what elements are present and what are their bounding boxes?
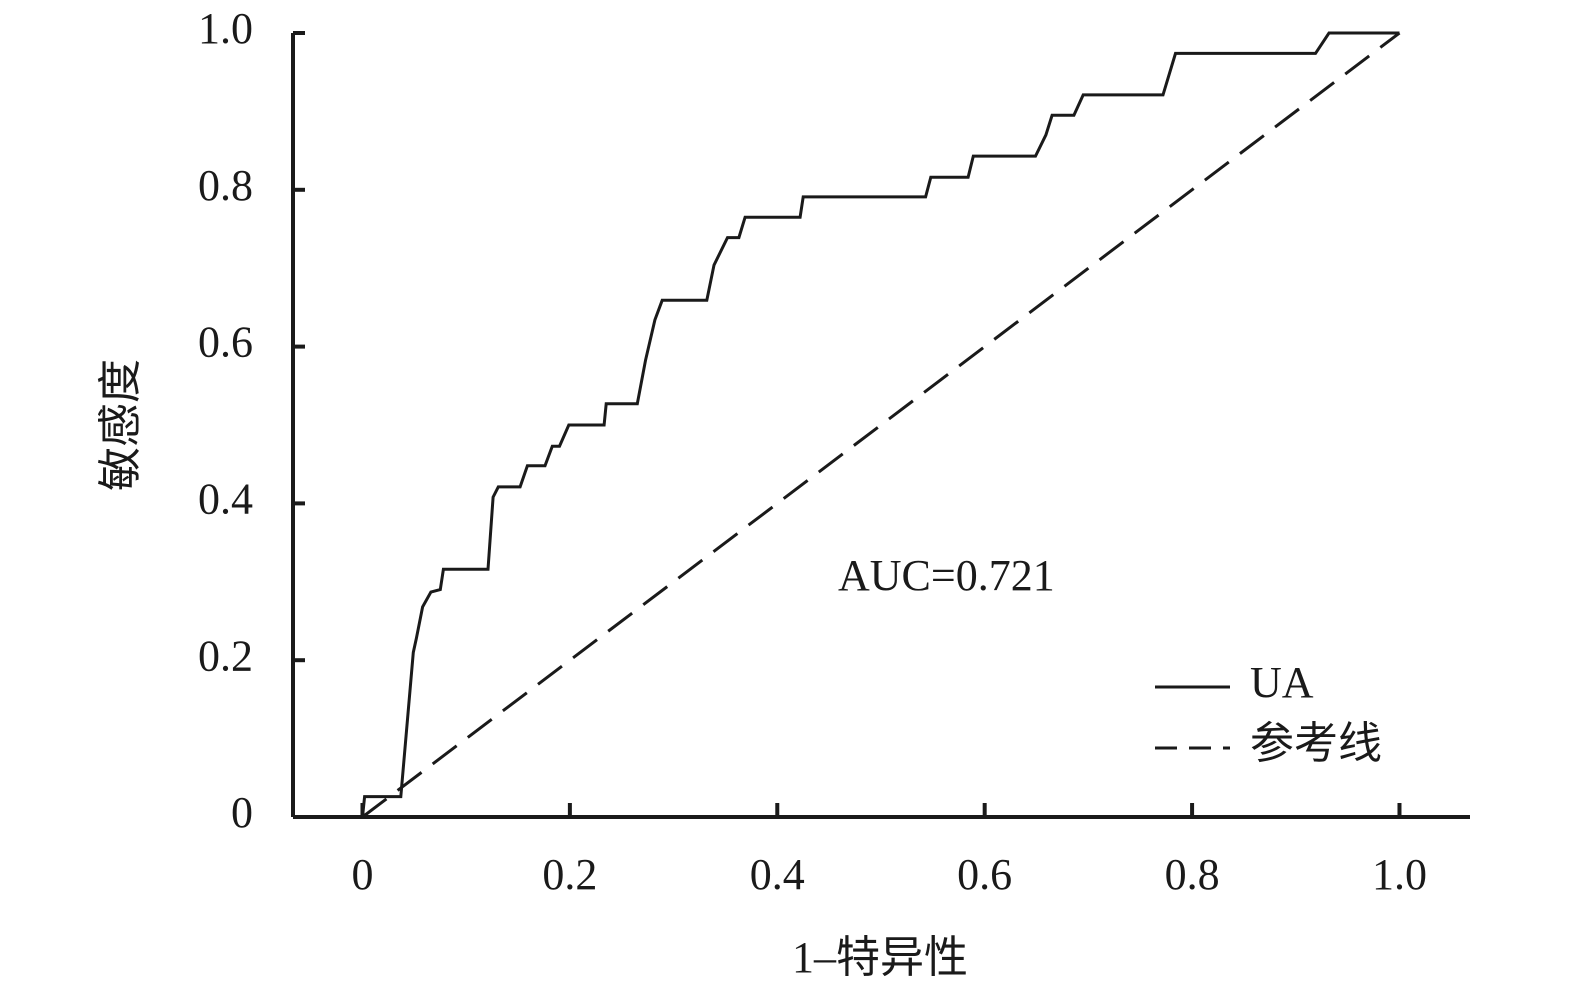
legend-label: 参考线: [1250, 719, 1382, 768]
y-tick-label: 0: [231, 788, 253, 837]
y-axis-label: 敏感度: [96, 359, 145, 491]
x-axis-label: 1–特异性: [792, 933, 968, 982]
legend-label: UA: [1250, 658, 1314, 707]
y-tick-label: 0.4: [198, 474, 253, 523]
x-tick-label: 0.8: [1165, 850, 1220, 899]
x-tick-label: 0.2: [542, 850, 597, 899]
line-series: [361, 31, 1401, 819]
x-tick-label: 0.4: [750, 850, 805, 899]
x-tick-label: 0.6: [957, 850, 1012, 899]
y-tick-label: 0.8: [198, 161, 253, 210]
y-tick-label: 1.0: [198, 4, 253, 53]
y-tick-label: 0.6: [198, 318, 253, 367]
y-tick-label: 0.2: [198, 631, 253, 680]
x-tick-label: 1.0: [1372, 850, 1427, 899]
annotation: AUC=0.721: [838, 551, 1055, 600]
line-series: [361, 31, 1400, 818]
x-tick-label: 0: [351, 850, 373, 899]
